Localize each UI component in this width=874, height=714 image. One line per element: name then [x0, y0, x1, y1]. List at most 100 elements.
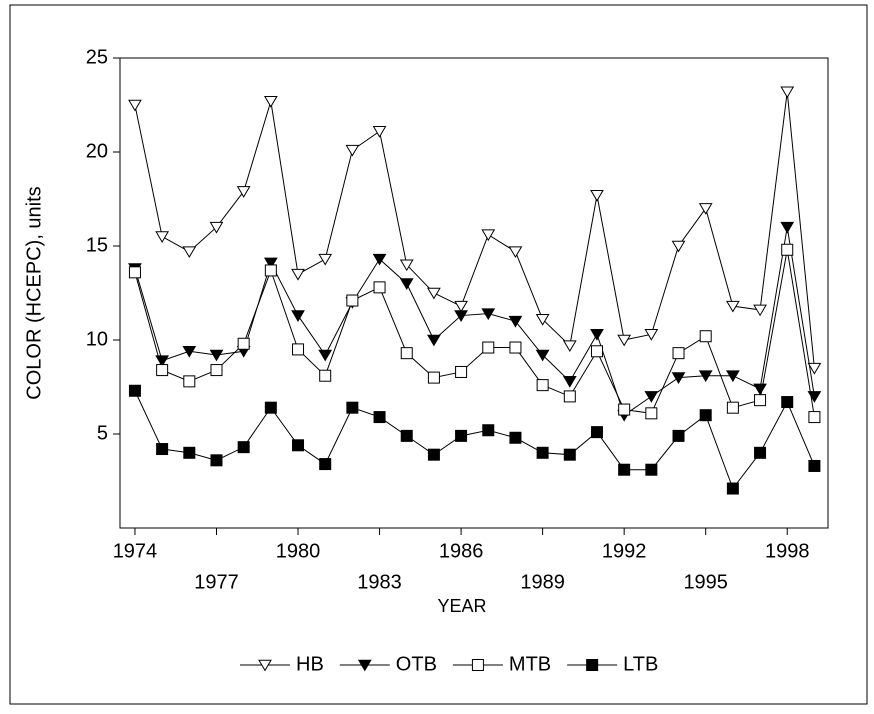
marker — [128, 266, 141, 279]
marker — [236, 186, 251, 198]
legend-marker — [357, 659, 372, 672]
marker — [509, 431, 522, 444]
marker — [645, 463, 658, 476]
marker — [753, 383, 767, 396]
legend-label: MTB — [509, 653, 551, 675]
series-line — [134, 390, 815, 490]
marker — [535, 349, 550, 362]
marker — [645, 407, 658, 420]
marker — [183, 375, 196, 388]
marker — [345, 144, 360, 157]
marker — [781, 396, 794, 409]
marker — [562, 340, 577, 353]
marker — [699, 330, 712, 343]
marker — [400, 347, 413, 360]
marker — [563, 390, 576, 403]
x-tick-label: 1977 — [194, 571, 239, 593]
marker — [455, 365, 468, 378]
marker — [590, 189, 604, 202]
marker — [427, 287, 441, 300]
marker — [808, 411, 821, 424]
marker — [319, 458, 332, 471]
marker — [373, 411, 386, 424]
marker — [455, 429, 468, 442]
marker — [399, 259, 414, 272]
legend-label: HB — [296, 653, 324, 675]
marker — [671, 240, 686, 253]
marker — [183, 446, 196, 459]
marker — [807, 362, 822, 375]
marker — [508, 246, 523, 259]
y-tick-label: 20 — [86, 140, 108, 162]
x-tick-label: 1995 — [683, 571, 728, 593]
series-line — [134, 249, 815, 418]
marker — [671, 372, 686, 384]
y-axis-label: COLOR (HCEPC), units — [23, 186, 45, 399]
legend-marker — [258, 659, 272, 672]
x-tick-label: 1998 — [765, 540, 810, 562]
marker — [808, 459, 821, 472]
marker — [536, 446, 549, 459]
marker — [754, 446, 767, 459]
marker — [617, 334, 632, 347]
marker — [346, 401, 359, 414]
marker — [454, 300, 468, 313]
marker — [590, 426, 603, 439]
marker — [237, 441, 250, 454]
marker — [618, 403, 631, 416]
marker — [590, 345, 603, 358]
marker — [182, 345, 197, 358]
legend-marker — [586, 659, 599, 671]
marker — [644, 391, 659, 403]
marker — [726, 401, 739, 414]
marker — [590, 329, 604, 341]
marker — [508, 315, 523, 328]
marker — [210, 364, 223, 377]
marker — [399, 278, 414, 290]
marker — [291, 268, 305, 281]
y-tick-label: 5 — [97, 422, 108, 444]
series-line — [134, 227, 815, 416]
marker — [209, 349, 224, 362]
marker — [156, 443, 169, 456]
x-tick-label: 1992 — [602, 540, 647, 562]
x-tick-label: 1983 — [357, 571, 402, 593]
marker — [346, 294, 359, 307]
marker — [536, 379, 549, 392]
marker — [128, 99, 142, 112]
marker — [754, 394, 767, 407]
legend-label: OTB — [396, 653, 437, 675]
marker — [672, 429, 685, 442]
marker — [263, 95, 278, 108]
marker — [509, 341, 522, 354]
marker — [209, 221, 224, 234]
marker — [292, 343, 305, 356]
marker — [726, 370, 740, 383]
legend-marker — [471, 659, 484, 671]
y-tick-label: 25 — [86, 46, 108, 68]
series-line — [134, 91, 815, 369]
marker — [780, 221, 795, 234]
marker — [481, 308, 496, 321]
marker — [482, 424, 495, 437]
marker — [698, 370, 713, 383]
marker — [263, 257, 278, 270]
marker — [264, 401, 277, 414]
x-axis-label: YEAR — [437, 596, 486, 616]
marker — [672, 347, 685, 360]
x-tick-label: 1974 — [113, 540, 158, 562]
marker — [400, 429, 413, 442]
marker — [318, 253, 333, 266]
x-tick-label: 1986 — [439, 540, 484, 562]
marker — [807, 391, 822, 403]
marker — [563, 448, 576, 461]
x-tick-label: 1989 — [520, 571, 565, 593]
marker — [372, 126, 387, 138]
marker — [726, 482, 739, 495]
marker — [699, 409, 712, 422]
marker — [781, 243, 794, 256]
marker — [319, 369, 332, 382]
legend-label: LTB — [623, 653, 658, 675]
marker — [482, 341, 495, 354]
marker — [373, 281, 386, 294]
